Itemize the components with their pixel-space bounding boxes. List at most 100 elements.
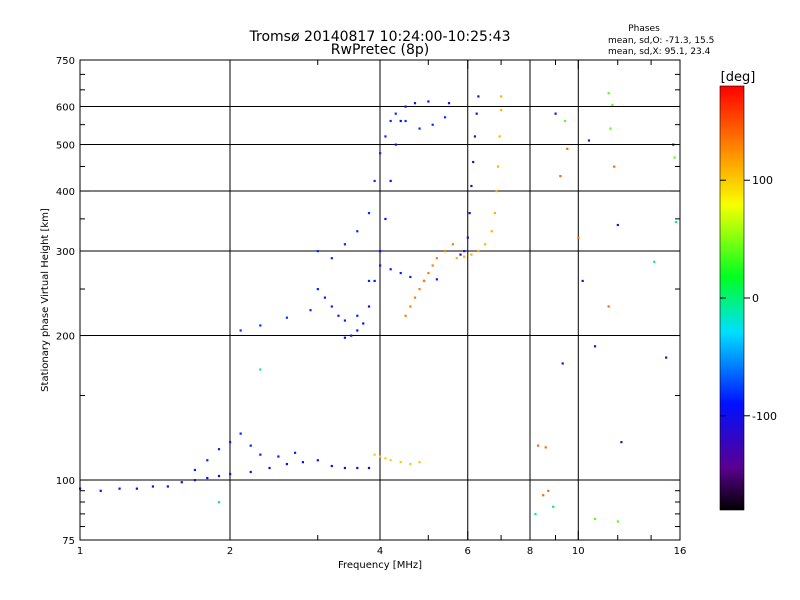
data-point (544, 446, 547, 449)
data-point (470, 253, 473, 256)
x-tick-label: 8 (527, 546, 533, 557)
data-point (463, 255, 466, 258)
data-point (193, 479, 197, 482)
x-axis-label: Frequency [MHz] (338, 560, 422, 571)
colorbar-tick-label: 100 (752, 174, 773, 187)
data-point (413, 102, 417, 105)
chart-title-line2: RwPretec (8p) (331, 42, 429, 58)
data-point (409, 462, 412, 466)
data-point (473, 135, 477, 138)
y-tick-label: 400 (56, 187, 75, 198)
x-axis-ticks: 1 2 4 6 8 10 16 (77, 60, 687, 557)
data-point (455, 257, 458, 260)
data-point (330, 257, 333, 260)
data-point (447, 102, 451, 105)
data-point (587, 139, 591, 142)
data-point (229, 472, 232, 476)
data-point (490, 230, 493, 233)
data-point (451, 243, 455, 246)
y-tick-label: 75 (62, 536, 75, 547)
data-point (542, 494, 545, 497)
data-point (343, 336, 347, 339)
data-point (554, 112, 557, 115)
data-point (239, 432, 242, 435)
data-point (277, 455, 280, 458)
data-point (373, 279, 376, 283)
data-point (418, 127, 421, 130)
data-point (379, 250, 382, 253)
data-point (495, 190, 498, 193)
data-point (477, 95, 480, 98)
data-point (404, 105, 407, 108)
data-point (206, 476, 209, 480)
data-point (607, 92, 610, 95)
data-point (673, 156, 676, 159)
data-point (367, 279, 371, 283)
y-tick-label: 200 (56, 332, 75, 343)
data-point (422, 279, 426, 283)
data-point (362, 322, 365, 325)
data-point (259, 453, 262, 456)
data-point (435, 278, 438, 281)
x-tick-label: 4 (377, 546, 383, 557)
data-point (477, 250, 480, 253)
data-point (350, 334, 353, 337)
data-point (229, 441, 232, 444)
grid-lines (80, 60, 680, 540)
data-point (337, 314, 340, 317)
data-point (577, 236, 580, 239)
data-point (427, 100, 430, 103)
data-point (206, 459, 209, 462)
data-point (249, 444, 252, 447)
data-point (581, 279, 584, 283)
data-point (285, 462, 288, 466)
data-point (463, 250, 466, 253)
data-point (379, 152, 382, 155)
data-point (665, 356, 668, 359)
data-point (443, 250, 447, 253)
data-point (500, 95, 503, 98)
data-point (418, 461, 421, 464)
data-point (217, 448, 221, 451)
data-point (389, 459, 392, 462)
data-point (293, 451, 297, 454)
data-point (593, 345, 597, 348)
data-point (268, 466, 271, 470)
y-tick-label: 300 (56, 247, 75, 258)
data-point (484, 243, 487, 246)
colorbar-tick-label: -100 (752, 410, 777, 423)
data-point (552, 505, 555, 508)
data-point (217, 474, 221, 478)
data-point (466, 236, 469, 239)
data-point (316, 459, 319, 462)
data-point (459, 253, 462, 256)
data-point (394, 112, 397, 115)
data-point (616, 223, 619, 227)
data-point (468, 212, 471, 215)
data-point (653, 260, 656, 263)
data-point (373, 453, 376, 456)
data-point (343, 466, 347, 470)
x-tick-label: 6 (465, 546, 471, 557)
data-point (607, 305, 610, 308)
data-point (330, 464, 333, 468)
data-point (399, 461, 402, 464)
data-point (443, 116, 447, 119)
data-point (389, 179, 392, 183)
data-point (674, 220, 678, 224)
y-tick-label: 600 (56, 103, 75, 114)
data-point (559, 174, 562, 178)
x-tick-label: 16 (674, 546, 687, 557)
data-point (394, 143, 397, 146)
data-point (498, 135, 501, 138)
y-axis-label: Stationary phase Virtual Height [km] (40, 208, 51, 392)
data-point (379, 455, 382, 458)
chart-title-line1: Tromsø 20140817 10:24:00-10:25:43 (249, 29, 511, 45)
data-point (367, 212, 371, 215)
data-point (547, 489, 550, 492)
data-point (399, 119, 402, 123)
data-point (563, 119, 567, 123)
x-tick-label: 10 (572, 546, 585, 557)
data-point (99, 489, 102, 492)
data-point (309, 309, 312, 312)
